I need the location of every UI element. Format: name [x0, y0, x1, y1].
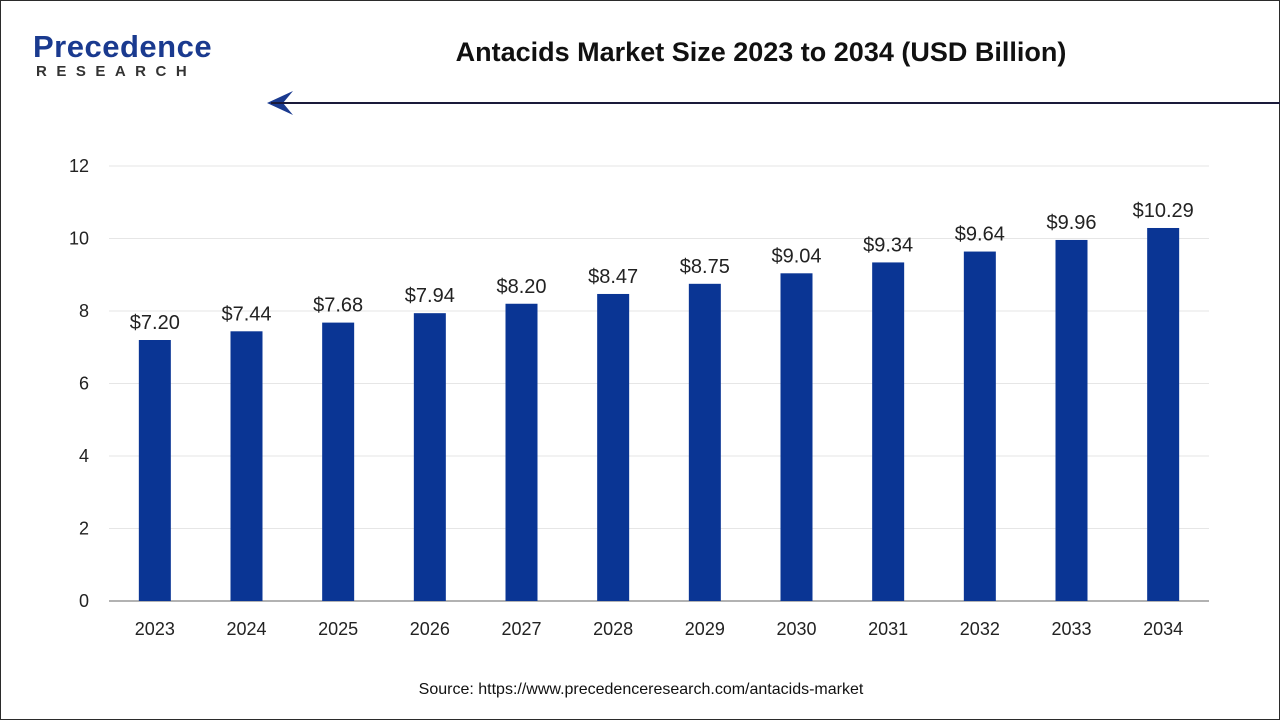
bar [1147, 227, 1180, 602]
x-tick-label: 2023 [135, 619, 175, 639]
bar [963, 251, 996, 602]
x-tick-label: 2025 [318, 619, 358, 639]
data-label: $9.34 [863, 234, 913, 256]
bar [413, 313, 446, 601]
bar [872, 262, 905, 601]
x-tick-label: 2031 [868, 619, 908, 639]
y-tick-label: 0 [79, 591, 89, 611]
x-tick-label: 2027 [501, 619, 541, 639]
y-tick-label: 4 [79, 446, 89, 466]
data-label: $9.96 [1046, 212, 1096, 234]
x-tick-label: 2029 [685, 619, 725, 639]
title-divider [271, 102, 1280, 104]
y-tick-label: 10 [69, 229, 89, 249]
logo-wordmark: Precedence [33, 29, 213, 64]
bar [138, 340, 171, 601]
bar [780, 273, 813, 601]
bar [230, 331, 263, 601]
y-tick-label: 6 [79, 374, 89, 394]
x-tick-label: 2026 [410, 619, 450, 639]
y-tick-label: 8 [79, 301, 89, 321]
y-tick-label: 12 [69, 156, 89, 176]
data-label: $8.20 [496, 276, 546, 298]
logo-subtitle: RESEARCH [36, 63, 197, 80]
brand-logo: Precedence RESEARCH [33, 29, 233, 89]
chart-title: Antacids Market Size 2023 to 2034 (USD B… [455, 37, 1067, 67]
data-label: $7.94 [405, 285, 455, 307]
x-tick-label: 2032 [960, 619, 1000, 639]
bar [597, 293, 630, 601]
bar [322, 322, 355, 601]
x-tick-label: 2024 [226, 619, 266, 639]
data-label: $8.75 [680, 256, 730, 278]
bar [688, 283, 721, 601]
x-tick-label: 2033 [1051, 619, 1091, 639]
bar [1055, 239, 1088, 601]
x-tick-label: 2030 [776, 619, 816, 639]
x-tick-label: 2028 [593, 619, 633, 639]
x-tick-label: 2034 [1143, 619, 1183, 639]
data-label: $9.64 [955, 224, 1005, 246]
data-label: $10.29 [1133, 200, 1194, 222]
data-label: $7.44 [221, 303, 271, 325]
data-label: $7.68 [313, 295, 363, 317]
y-tick-label: 2 [79, 519, 89, 539]
data-label: $8.47 [588, 266, 638, 288]
source-note: Source: https://www.precedenceresearch.c… [418, 681, 864, 698]
data-label: $9.04 [771, 245, 821, 267]
data-label: $7.20 [130, 312, 180, 334]
bar [505, 303, 538, 601]
